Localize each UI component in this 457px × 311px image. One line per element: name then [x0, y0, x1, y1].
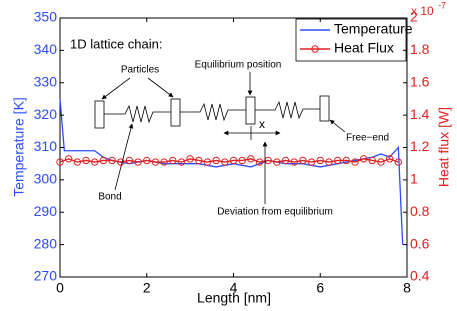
annotation: x	[259, 117, 265, 131]
data-point	[203, 158, 212, 166]
data-point	[255, 158, 264, 166]
lattice-diagram	[94, 72, 346, 204]
y2-axis-label: Heat flux [W]	[436, 107, 452, 187]
data-point	[307, 158, 316, 166]
annotation: 1D lattice chain:	[70, 36, 163, 51]
data-point	[351, 158, 359, 166]
y-tick-label: 350	[34, 9, 58, 25]
x-tick-label: 0	[56, 280, 64, 296]
y2-tick-label: 0.4	[410, 268, 430, 284]
y2-tick-label: 1	[410, 171, 418, 187]
data-point	[117, 158, 125, 166]
data-point	[238, 156, 246, 165]
data-point	[299, 156, 307, 165]
data-point	[377, 158, 385, 166]
x-tick-label: 2	[143, 280, 151, 296]
data-point	[368, 156, 376, 165]
series-line	[59, 158, 399, 163]
data-point	[134, 158, 142, 166]
legend-label: Temperature	[334, 21, 413, 37]
data-point	[56, 158, 64, 166]
data-point	[143, 156, 151, 165]
y-axis-label: Temperature [K]	[11, 97, 27, 197]
y-tick-label: 290	[34, 203, 58, 219]
data-point	[229, 156, 238, 165]
legend-box	[295, 18, 407, 62]
data-point	[359, 155, 368, 163]
data-point	[99, 156, 108, 165]
data-point	[342, 156, 350, 165]
data-point	[91, 158, 99, 166]
annotation: Deviation from equilibrium	[217, 207, 333, 218]
annotation: Equilibrium position	[195, 60, 282, 71]
data-point	[177, 158, 186, 166]
data-point	[64, 155, 73, 163]
x-axis-label: Length [nm]	[197, 290, 271, 306]
x-tick-label: 8	[403, 280, 411, 296]
data-point	[333, 156, 342, 165]
annotation: Bond	[98, 192, 121, 203]
data-point	[151, 158, 160, 166]
y-tick-label: 320	[34, 106, 58, 122]
y-tick-label: 280	[34, 235, 58, 251]
data-point	[273, 158, 281, 166]
data-point	[316, 156, 324, 165]
annotation: Particles	[121, 65, 159, 76]
x-tick-label: 4	[230, 280, 238, 296]
data-point	[125, 156, 134, 165]
y2-tick-label: 0.6	[410, 235, 430, 251]
y-tick-label: 310	[34, 138, 58, 154]
legend-marker	[311, 45, 319, 53]
data-point	[325, 158, 333, 166]
data-point	[82, 156, 90, 165]
y2-tick-label: 1.8	[410, 41, 430, 57]
y2-tick-label: 0.8	[410, 203, 430, 219]
data-point	[394, 158, 403, 166]
data-point	[108, 156, 116, 165]
data-point	[73, 158, 82, 166]
y2-scale-label: x 10	[411, 4, 434, 18]
legend: Temperature Heat Flux	[295, 18, 413, 62]
y2-tick-label: 1.6	[410, 73, 430, 89]
data-point	[385, 155, 394, 163]
y-tick-label: 300	[34, 171, 58, 187]
data-point	[195, 156, 203, 165]
y2-tick-label: 1.2	[410, 138, 430, 154]
y-tick-label: 330	[34, 73, 58, 89]
data-point	[169, 156, 177, 165]
data-point	[281, 156, 290, 165]
y2-scale-exponent: -7	[438, 0, 446, 10]
y-tick-label: 340	[34, 41, 58, 57]
data-point	[247, 155, 255, 163]
data-point	[212, 156, 220, 165]
x-tick-label: 6	[316, 280, 324, 296]
y-tick-label: 270	[34, 268, 58, 284]
data-point	[290, 158, 298, 166]
legend-label: Heat Flux	[334, 40, 394, 56]
plot-layer	[56, 98, 404, 245]
annotation: Free−end	[346, 133, 389, 144]
y2-tick-label: 1.4	[410, 106, 430, 122]
data-point	[221, 158, 229, 166]
data-point	[186, 155, 194, 163]
y2-tick-label: 2	[410, 9, 418, 25]
data-point	[160, 158, 168, 166]
